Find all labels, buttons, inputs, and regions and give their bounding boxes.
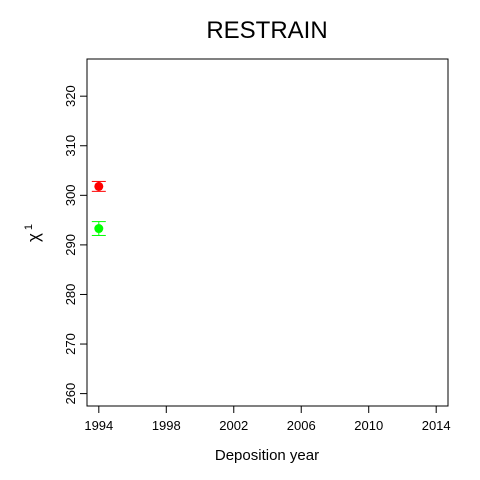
y-tick-label: 320 (63, 85, 78, 107)
y-axis: 260 270 280 290 300 310 320 (63, 85, 87, 404)
x-tick-label: 1994 (84, 418, 113, 433)
y-tick-label: 300 (63, 184, 78, 206)
x-tick-label: 2010 (354, 418, 383, 433)
y-tick-label: 290 (63, 234, 78, 256)
x-tick-label: 1998 (152, 418, 181, 433)
x-tick-label: 2002 (219, 418, 248, 433)
y-axis-label-symbol: χ (24, 233, 43, 242)
y-tick-label: 260 (63, 383, 78, 405)
x-tick-label: 2014 (422, 418, 451, 433)
x-axis: 1994 1998 2002 2006 2010 2014 (84, 406, 451, 433)
y-tick-label: 270 (63, 333, 78, 355)
data-point (94, 181, 104, 191)
data-marks (91, 180, 106, 236)
data-point (94, 224, 104, 234)
y-axis-label: χ1 (23, 224, 43, 242)
x-tick-label: 2006 (287, 418, 316, 433)
y-tick-label: 280 (63, 284, 78, 306)
x-axis-label: Deposition year (215, 447, 319, 464)
y-tick-label: 310 (63, 135, 78, 157)
plot-frame (86, 58, 449, 407)
chart-title: RESTRAIN (206, 17, 327, 44)
y-axis-label-superscript: 1 (23, 224, 35, 230)
